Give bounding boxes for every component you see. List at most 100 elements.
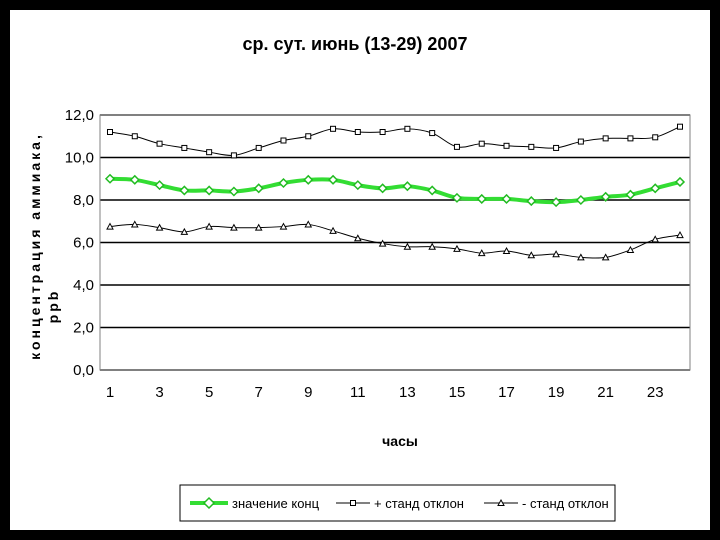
chart-title: ср. сут. июнь (13-29) 2007: [243, 34, 468, 54]
x-tick-label: 19: [548, 384, 565, 401]
y-tick-label: 4,0: [73, 277, 94, 294]
data-point: [106, 222, 114, 230]
y-tick-label: 2,0: [73, 320, 94, 337]
data-point: [130, 220, 139, 228]
x-tick-label: 13: [399, 384, 416, 401]
data-point: [652, 134, 659, 141]
legend-item: - станд отклон: [484, 496, 609, 511]
series-line: [104, 173, 686, 208]
plot-area: [99, 114, 691, 371]
y-tick-label: 10,0: [65, 150, 94, 167]
data-point: [327, 174, 339, 185]
data-point: [156, 140, 163, 147]
data-point: [553, 144, 560, 151]
data-point: [179, 185, 190, 196]
data-point: [552, 250, 560, 258]
y-tick-label: 6,0: [73, 235, 94, 252]
y-tick-label: 12,0: [65, 107, 94, 124]
x-tick-label: 3: [155, 384, 163, 401]
data-point: [378, 239, 387, 247]
data-point: [551, 197, 562, 208]
data-point: [429, 130, 436, 137]
x-tick-labels: 1 3 5 7 9 11 13 15 17 19 21 23: [106, 384, 664, 401]
data-point: [206, 149, 213, 156]
data-point: [527, 251, 536, 259]
x-tick-label: 21: [597, 384, 614, 401]
data-point: [601, 253, 610, 261]
legend-item: значение конц: [190, 496, 320, 511]
data-point: [650, 183, 661, 194]
y-tick-label: 8,0: [73, 192, 94, 209]
data-point: [304, 220, 313, 228]
data-point: [404, 125, 411, 132]
data-point: [154, 180, 165, 191]
data-point: [129, 174, 140, 185]
x-tick-label: 17: [498, 384, 515, 401]
x-tick-label: 5: [205, 384, 213, 401]
data-point: [330, 125, 337, 132]
data-point: [478, 140, 485, 147]
y-axis-label-line1: концентрация аммиака,: [27, 132, 43, 360]
data-point: [453, 244, 461, 252]
data-point: [181, 144, 188, 151]
data-point: [476, 193, 487, 204]
data-point: [180, 227, 189, 235]
x-tick-label: 15: [449, 384, 466, 401]
data-point: [600, 191, 611, 202]
data-point: [577, 253, 585, 261]
slide: ср. сут. июнь (13-29) 2007 0,0 2,0 4,0 6,0 8…: [10, 10, 710, 530]
data-point: [577, 138, 584, 145]
y-tick-label: 0,0: [73, 362, 94, 379]
data-point: [107, 129, 113, 135]
data-point: [303, 174, 314, 185]
series-group: [104, 123, 686, 261]
legend-item: + станд отклон: [336, 496, 464, 511]
data-point: [497, 498, 505, 506]
legend-label: значение конц: [232, 496, 320, 511]
data-point: [651, 235, 660, 243]
x-tick-label: 11: [350, 384, 366, 401]
data-point: [204, 185, 215, 196]
data-point: [501, 193, 512, 204]
x-tick-label: 1: [106, 384, 114, 401]
data-point: [453, 143, 460, 150]
data-point: [627, 135, 634, 142]
data-point: [104, 173, 116, 184]
series-path: [109, 223, 681, 259]
legend-box: [179, 484, 616, 522]
series-line: [107, 123, 683, 159]
data-point: [526, 196, 537, 207]
data-point: [350, 500, 356, 506]
data-point: [625, 189, 636, 200]
data-point: [255, 144, 262, 151]
data-point: [379, 129, 386, 135]
data-point: [131, 133, 138, 140]
gridlines: [100, 114, 690, 371]
x-tick-label: 7: [255, 384, 263, 401]
data-point: [674, 176, 686, 187]
x-tick-label: 9: [304, 384, 312, 401]
data-point: [353, 234, 362, 242]
data-point: [280, 137, 287, 144]
data-point: [279, 222, 288, 230]
data-point: [451, 192, 463, 203]
data-point: [155, 223, 164, 231]
x-axis-label: часы: [382, 433, 418, 449]
data-point: [575, 194, 586, 206]
data-point: [602, 135, 609, 142]
data-point: [305, 133, 312, 140]
data-point: [202, 496, 216, 510]
data-point: [402, 181, 413, 192]
data-point: [427, 185, 438, 196]
data-point: [230, 152, 237, 159]
legend-label: - станд отклон: [522, 496, 609, 511]
data-point: [528, 143, 535, 150]
data-point: [228, 186, 239, 197]
data-point: [205, 222, 213, 230]
data-point: [354, 129, 361, 135]
data-point: [254, 223, 263, 231]
data-point: [403, 242, 412, 250]
chart: ср. сут. июнь (13-29) 2007 0,0 2,0 4,0 6,0 8…: [27, 34, 691, 522]
legend-label: + станд отклон: [374, 496, 464, 511]
data-point: [329, 226, 337, 234]
